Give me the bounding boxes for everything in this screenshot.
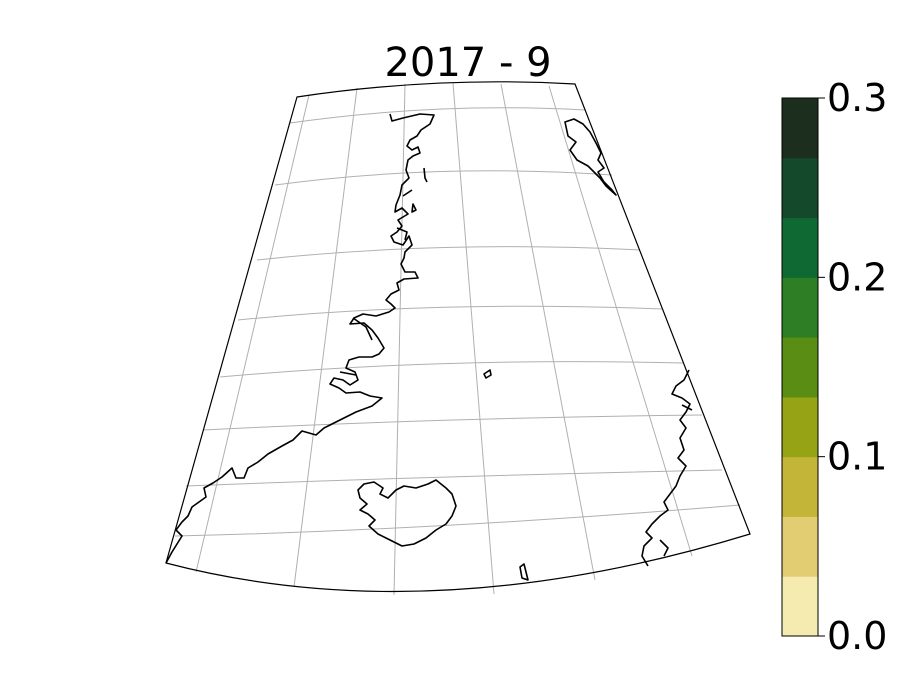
longitude-line — [393, 83, 406, 596]
longitude-line — [195, 94, 310, 573]
colorbar-bin — [782, 98, 818, 159]
island — [483, 369, 492, 379]
greenland-fjord — [352, 317, 373, 341]
colorbar-bin — [782, 396, 818, 458]
greenland-fjord — [402, 189, 413, 197]
colorbar-ticks: 0.0 0.1 0.2 0.3 — [818, 76, 887, 658]
map-frame — [165, 81, 751, 593]
coastlines — [165, 113, 693, 581]
norway-coastline — [641, 369, 691, 567]
colorbar-tick-label: 0.1 — [827, 435, 887, 479]
norway-fjord — [659, 539, 669, 557]
norway-fjord — [681, 404, 693, 411]
latitude-line — [174, 504, 741, 537]
longitude-line — [452, 82, 495, 595]
colorbar-bin — [782, 456, 818, 517]
colorbar-frame — [781, 97, 819, 637]
colorbar-bin — [782, 576, 818, 637]
faroe-islands-coastline — [519, 563, 529, 581]
greenland-fjord — [339, 371, 357, 376]
svalbard-coastline — [564, 118, 617, 196]
colorbar-bin — [782, 157, 818, 219]
colorbar-bins — [782, 98, 818, 637]
longitude-line — [500, 83, 596, 581]
latitude-line — [256, 246, 641, 261]
colorbar-bin — [782, 516, 818, 577]
map-background — [166, 81, 750, 592]
map-panel — [165, 81, 751, 596]
latitude-line — [202, 414, 703, 431]
colorbar-tick-label: 0.3 — [827, 76, 887, 120]
island — [423, 167, 428, 183]
latitude-gridlines — [174, 107, 741, 537]
colorbar-bin — [782, 337, 818, 398]
latitude-line — [274, 170, 613, 186]
latitude-line — [219, 361, 684, 378]
longitude-line — [293, 87, 358, 588]
map-title: 2017 - 9 — [384, 40, 551, 86]
greenland-fjord — [396, 227, 408, 241]
colorbar: 0.0 0.1 0.2 0.3 — [781, 76, 887, 658]
greenland-coastline — [165, 113, 435, 564]
iceland-coastline — [357, 479, 457, 547]
latitude-line — [185, 469, 723, 487]
latitude-line — [289, 107, 586, 124]
colorbar-tick-label: 0.2 — [827, 255, 887, 299]
longitude-gridlines — [195, 82, 693, 596]
longitude-line — [548, 85, 693, 557]
colorbar-tick-label: 0.0 — [827, 614, 887, 658]
colorbar-bin — [782, 277, 818, 338]
latitude-line — [237, 305, 663, 321]
colorbar-bin — [782, 217, 818, 278]
island — [411, 203, 417, 213]
